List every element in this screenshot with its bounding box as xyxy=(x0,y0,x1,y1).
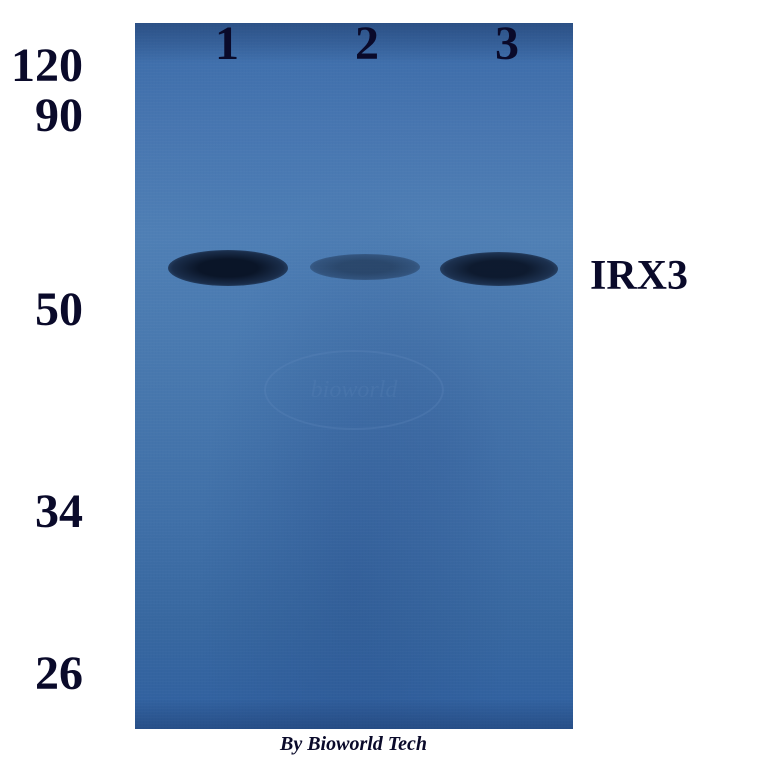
blot-membrane: bioworld xyxy=(135,23,573,729)
band-lane-3 xyxy=(440,252,558,286)
lane-label-3: 3 xyxy=(495,16,519,71)
western-blot-figure: bioworld 1 2 3 12090 50 34 26 IRX3 By Bioworl… xyxy=(0,0,764,764)
band-lane-1 xyxy=(168,250,288,286)
band-lane-2 xyxy=(310,254,420,280)
lane-label-1: 1 xyxy=(215,16,239,71)
protein-name-label: IRX3 xyxy=(590,252,688,300)
mw-marker-90: 90 xyxy=(35,88,83,143)
mw-marker-120: 120 xyxy=(11,38,83,93)
mw-marker-34: 34 xyxy=(35,484,83,539)
lane-label-2: 2 xyxy=(355,16,379,71)
watermark-circle: bioworld xyxy=(264,350,444,430)
watermark-text: bioworld xyxy=(311,377,398,404)
attribution-text: By Bioworld Tech xyxy=(280,733,427,756)
mw-marker-50: 50 xyxy=(35,282,83,337)
bottom-shadow xyxy=(135,699,573,729)
mw-marker-26: 26 xyxy=(35,646,83,701)
